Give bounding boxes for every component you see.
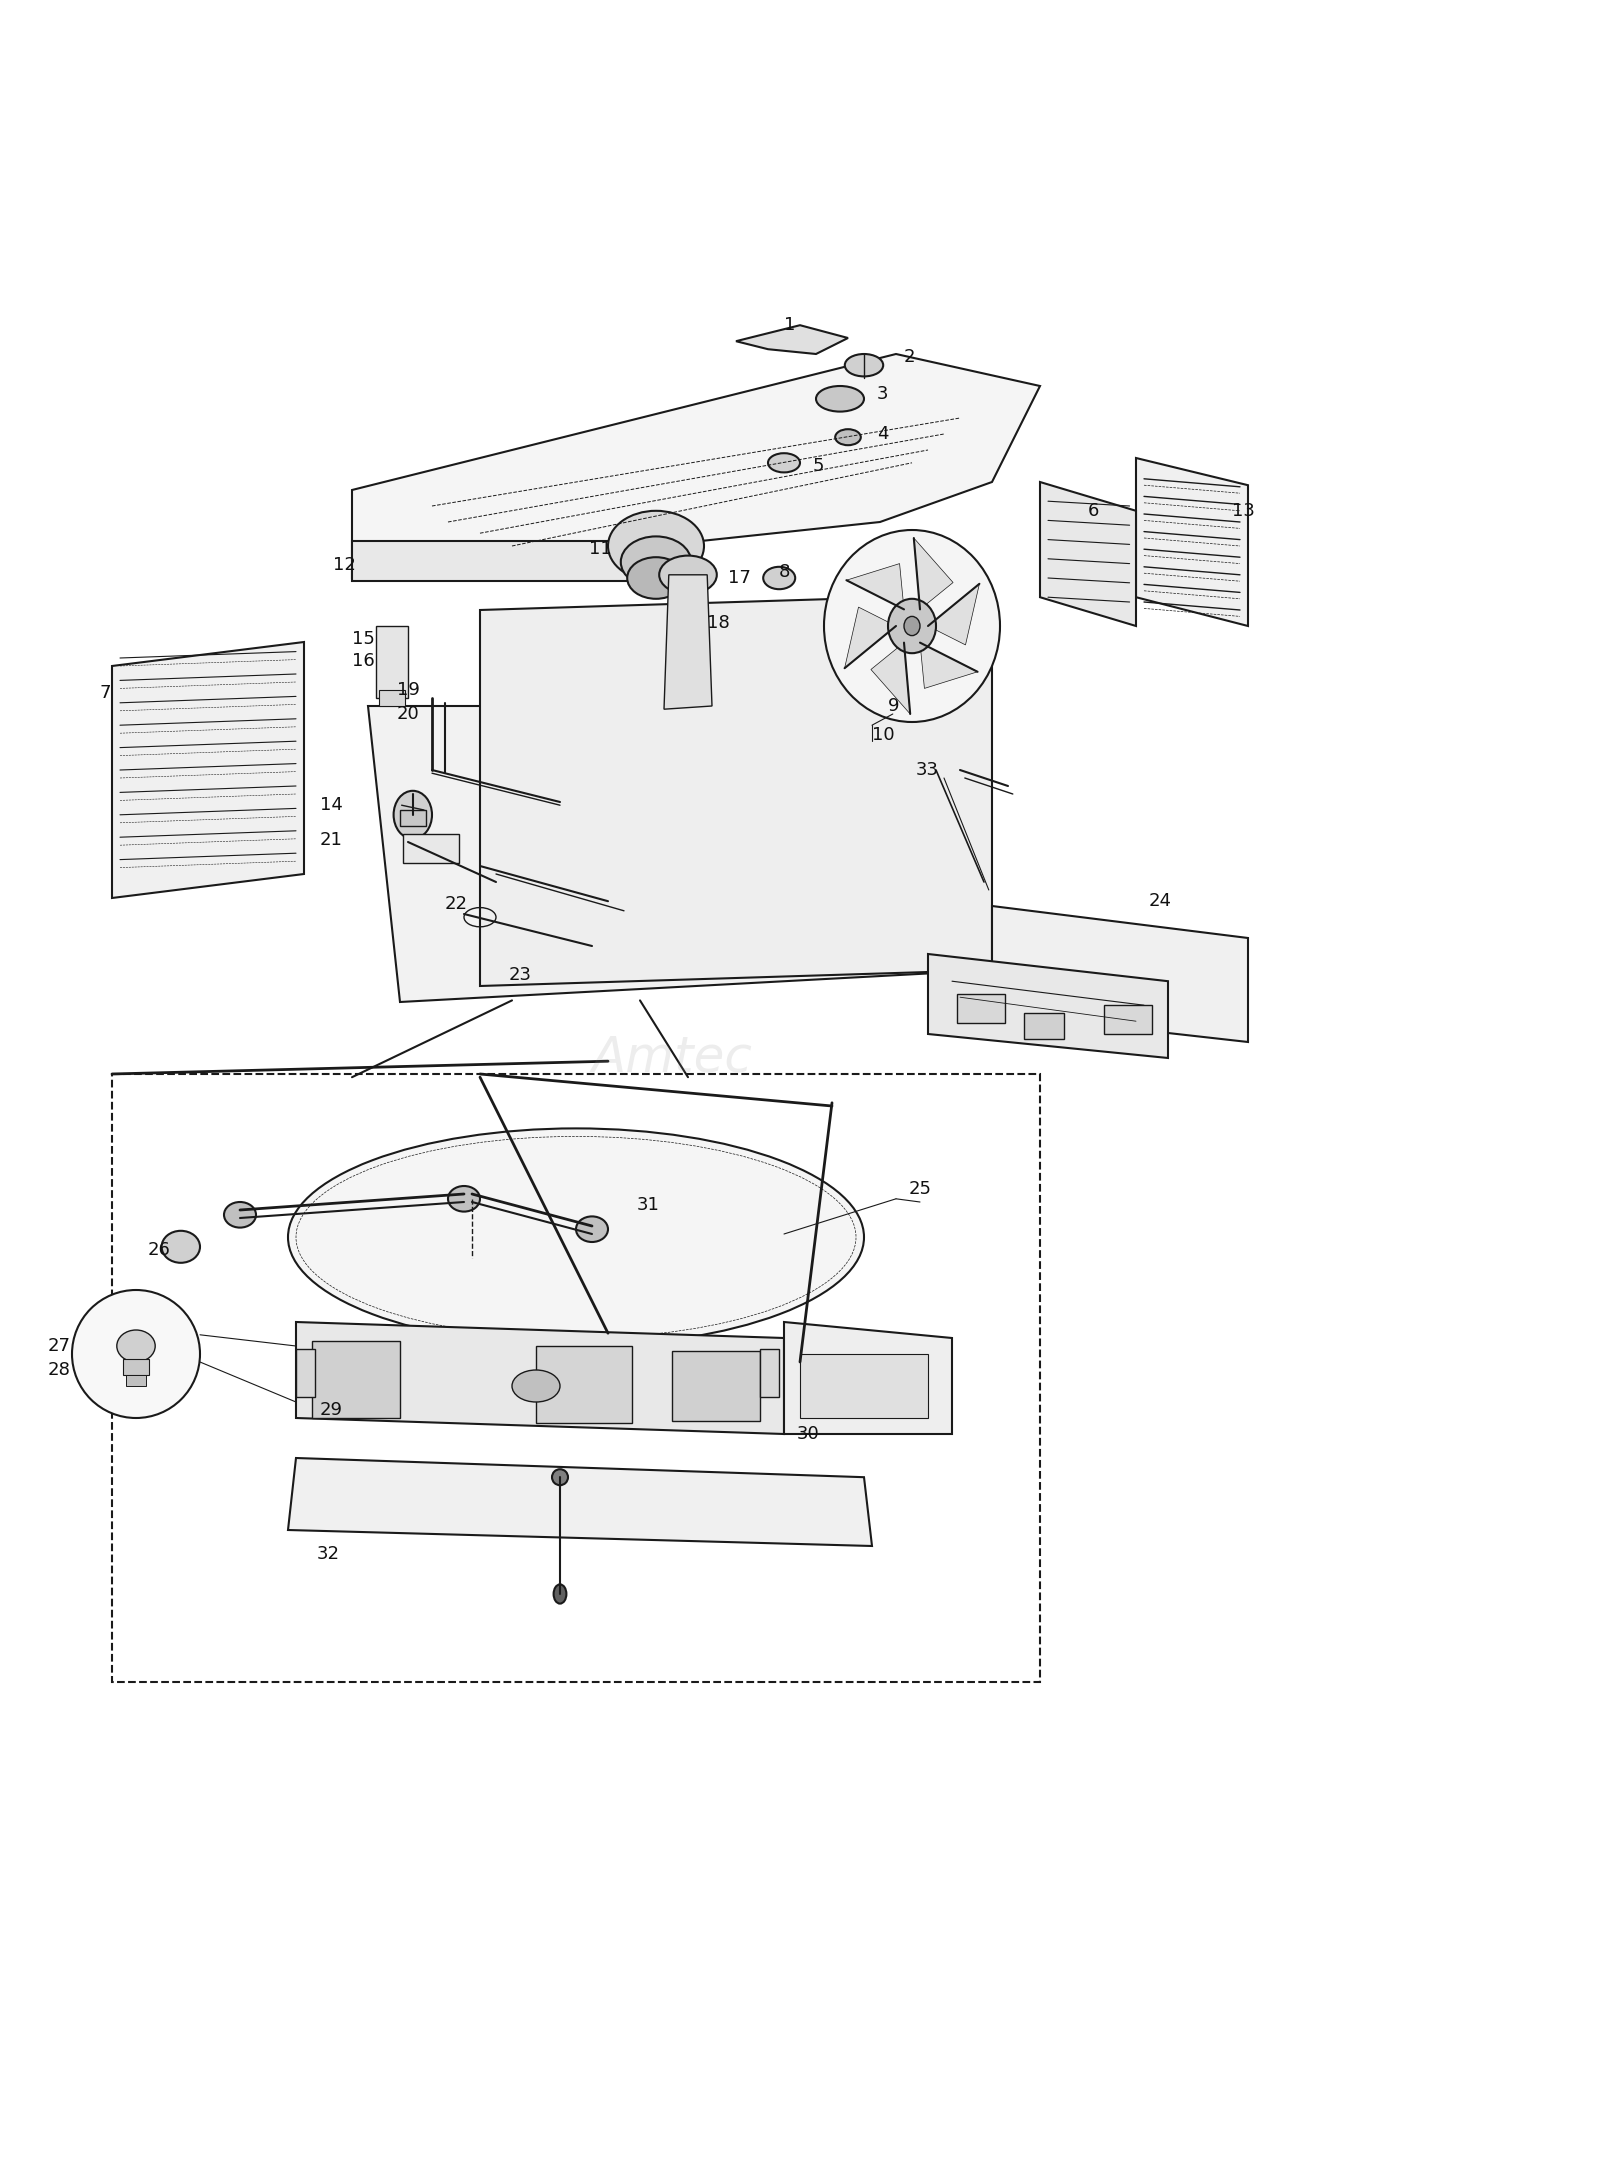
Polygon shape (920, 643, 978, 689)
Text: 21: 21 (320, 831, 342, 850)
Ellipse shape (608, 510, 704, 582)
Ellipse shape (162, 1232, 200, 1262)
Text: 3: 3 (877, 386, 888, 403)
Ellipse shape (627, 558, 685, 600)
Text: 14: 14 (320, 796, 342, 813)
Text: 20: 20 (397, 704, 419, 724)
Text: 17: 17 (728, 569, 750, 586)
Ellipse shape (552, 1469, 568, 1485)
Text: 12: 12 (333, 556, 355, 573)
Polygon shape (992, 907, 1248, 1042)
Bar (1024, 1014, 1064, 1040)
Ellipse shape (768, 453, 800, 473)
Text: 15: 15 (352, 630, 374, 647)
Ellipse shape (763, 567, 795, 589)
Polygon shape (846, 565, 904, 610)
Text: 33: 33 (915, 761, 938, 778)
Ellipse shape (888, 600, 936, 654)
Ellipse shape (72, 1291, 200, 1417)
Bar (123, 1358, 149, 1376)
Text: 1: 1 (784, 316, 795, 334)
Bar (403, 835, 459, 863)
Text: 24: 24 (1149, 892, 1171, 911)
Text: 11: 11 (589, 541, 611, 558)
Ellipse shape (904, 617, 920, 637)
Bar (312, 1341, 400, 1417)
Ellipse shape (576, 1216, 608, 1243)
Polygon shape (928, 955, 1168, 1057)
Ellipse shape (845, 353, 883, 377)
Text: 30: 30 (797, 1426, 819, 1443)
Polygon shape (296, 1321, 784, 1434)
Text: 22: 22 (445, 896, 467, 913)
Bar (957, 994, 1005, 1022)
Polygon shape (112, 641, 304, 898)
Polygon shape (288, 1458, 872, 1546)
Text: 32: 32 (317, 1546, 339, 1563)
Text: 16: 16 (352, 652, 374, 669)
Ellipse shape (835, 429, 861, 445)
Bar (1104, 1005, 1152, 1033)
Polygon shape (368, 706, 992, 1003)
Text: 5: 5 (813, 458, 824, 475)
Ellipse shape (659, 556, 717, 593)
Text: 8: 8 (779, 562, 790, 580)
Text: 23: 23 (509, 966, 531, 983)
Polygon shape (845, 606, 896, 669)
Ellipse shape (816, 386, 864, 412)
Text: 28: 28 (48, 1360, 70, 1380)
Text: 26: 26 (147, 1240, 170, 1260)
Text: 29: 29 (320, 1402, 342, 1419)
Text: 7: 7 (99, 685, 110, 702)
Polygon shape (784, 1321, 952, 1434)
Polygon shape (914, 538, 954, 610)
Ellipse shape (224, 1201, 256, 1227)
Bar (536, 1345, 632, 1424)
Ellipse shape (512, 1369, 560, 1402)
Text: 18: 18 (707, 615, 730, 632)
Bar (296, 1349, 315, 1397)
Text: 9: 9 (888, 698, 899, 715)
Polygon shape (928, 584, 979, 645)
Polygon shape (1136, 458, 1248, 626)
Ellipse shape (824, 530, 1000, 722)
Text: Amtec: Amtec (592, 1033, 752, 1081)
Ellipse shape (394, 791, 432, 839)
Text: 27: 27 (48, 1336, 70, 1356)
Text: 4: 4 (877, 425, 888, 443)
Ellipse shape (621, 536, 691, 589)
Polygon shape (480, 593, 992, 985)
Polygon shape (1040, 482, 1136, 626)
Text: 31: 31 (637, 1197, 659, 1214)
Text: 10: 10 (872, 726, 894, 743)
Ellipse shape (117, 1330, 155, 1362)
Text: 13: 13 (1232, 501, 1254, 519)
Polygon shape (664, 576, 712, 708)
Ellipse shape (288, 1129, 864, 1345)
Text: 2: 2 (904, 349, 915, 366)
Bar (352, 541, 640, 582)
Text: 19: 19 (397, 680, 419, 700)
Ellipse shape (448, 1186, 480, 1212)
Bar (126, 1376, 146, 1386)
Bar (379, 691, 405, 706)
Bar (608, 946, 736, 974)
Text: 25: 25 (909, 1179, 931, 1199)
Polygon shape (736, 325, 848, 353)
Bar (400, 811, 426, 826)
Ellipse shape (554, 1585, 566, 1604)
Polygon shape (352, 353, 1040, 578)
Bar (760, 1349, 779, 1397)
Text: 6: 6 (1088, 501, 1099, 519)
Polygon shape (870, 643, 910, 715)
Bar (800, 1354, 928, 1417)
Bar (672, 1352, 760, 1421)
Bar (376, 626, 408, 698)
